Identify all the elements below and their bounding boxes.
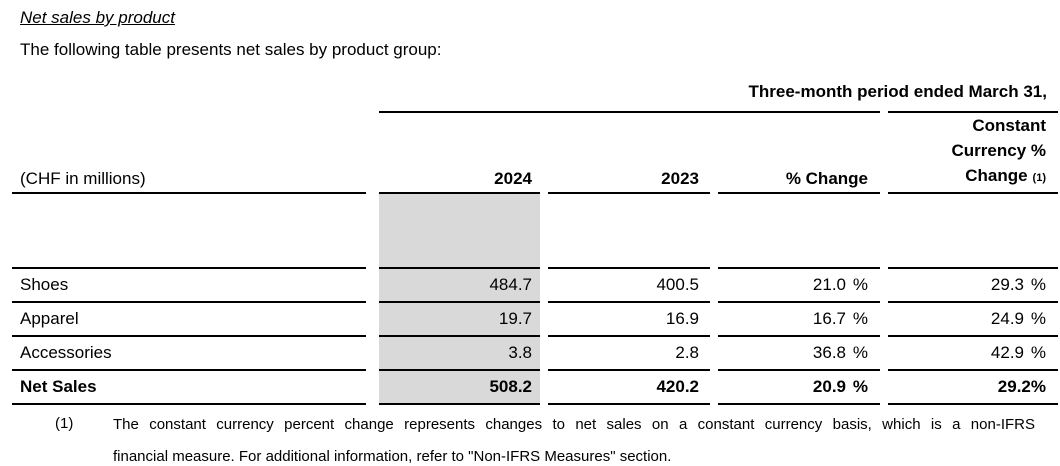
net-sales-table: Three-month period ended March 31, (CHF … — [12, 65, 1058, 405]
col-gap — [540, 113, 548, 195]
value-pct-change: 20.9% — [718, 369, 880, 405]
table-row-apparel: Apparel 19.7 16.9 16.7% 24.9% — [12, 301, 1058, 335]
percent-sign: % — [1030, 275, 1046, 294]
rule-segment — [718, 192, 880, 194]
spanner-rule — [12, 111, 1058, 113]
percent-sign: % — [852, 343, 868, 362]
value-2024: 484.7 — [379, 267, 540, 301]
shaded-column-band — [379, 194, 540, 267]
footnote-line2: financial measure. For additional inform… — [113, 448, 672, 465]
footnote-line1: The constant currency percent change rep… — [113, 416, 1035, 433]
table-row-accessories: Accessories 3.8 2.8 36.8% 42.9% — [12, 335, 1058, 369]
intro-text: The following table presents net sales b… — [20, 40, 442, 59]
table-row-net-sales: Net Sales 508.2 420.2 20.9% 29.2% — [12, 369, 1058, 405]
value-2023: 400.5 — [548, 267, 710, 301]
rule-segment — [888, 192, 1058, 194]
table-row-shoes: Shoes 484.7 400.5 21.0% 29.3% — [12, 267, 1058, 301]
percent-sign: % — [1030, 309, 1046, 328]
percent-sign: % — [852, 309, 868, 328]
col-gap — [880, 113, 888, 195]
percent-sign: % — [852, 377, 868, 396]
col-gap — [366, 113, 379, 195]
footnote-marker: (1) — [55, 415, 74, 432]
value-cc-change: 24.9% — [888, 301, 1058, 335]
percent-sign: % — [852, 275, 868, 294]
value-pct-change: 16.7% — [718, 301, 880, 335]
value-2024: 508.2 — [379, 369, 540, 405]
cc-header-line1: Constant — [972, 116, 1046, 135]
section-title: Net sales by product — [20, 8, 175, 27]
spanner-header: Three-month period ended March 31, — [748, 82, 1048, 101]
value-pct-change: 21.0% — [718, 267, 880, 301]
rule-segment — [888, 111, 1058, 113]
value-2024: 3.8 — [379, 335, 540, 369]
col-gap — [710, 113, 718, 195]
rule-segment — [12, 192, 366, 194]
column-header-2023: 2023 — [661, 169, 699, 188]
header-rule — [12, 192, 1058, 194]
value-cc-change: 29.3% — [888, 267, 1058, 301]
value-2023: 2.8 — [548, 335, 710, 369]
column-header-pct-change: % Change — [785, 169, 868, 188]
value-2023: 16.9 — [548, 301, 710, 335]
rule-segment — [379, 111, 880, 113]
rule-segment — [379, 192, 540, 194]
percent-sign: % — [1030, 343, 1046, 362]
column-header-2024: 2024 — [494, 169, 532, 188]
value-cc-change: 42.9% — [888, 335, 1058, 369]
column-header-constant-currency: Constant Currency % Change (1) — [888, 113, 1058, 195]
spanner-row: Three-month period ended March 31, — [12, 65, 1058, 111]
header-row: (CHF in millions) 2024 2023 % Change Con… — [12, 113, 1058, 192]
cc-header-line2: Currency % — [951, 141, 1046, 160]
cc-header-line3: Change (1) — [965, 166, 1046, 185]
value-2023: 420.2 — [548, 369, 710, 405]
footnote: (1) The constant currency percent change… — [0, 415, 1060, 466]
unit-label: (CHF in millions) — [20, 169, 146, 188]
row-label: Net Sales — [12, 369, 366, 405]
row-label: Accessories — [12, 335, 366, 369]
footnote-text: The constant currency percent change rep… — [113, 415, 1035, 466]
value-pct-change: 36.8% — [718, 335, 880, 369]
row-label: Apparel — [12, 301, 366, 335]
row-label: Shoes — [12, 267, 366, 301]
value-cc-change: 29.2% — [888, 369, 1058, 405]
spacer-row — [12, 194, 1058, 267]
value-2024: 19.7 — [379, 301, 540, 335]
rule-segment — [548, 192, 710, 194]
footnote-reference: (1) — [1032, 172, 1046, 184]
